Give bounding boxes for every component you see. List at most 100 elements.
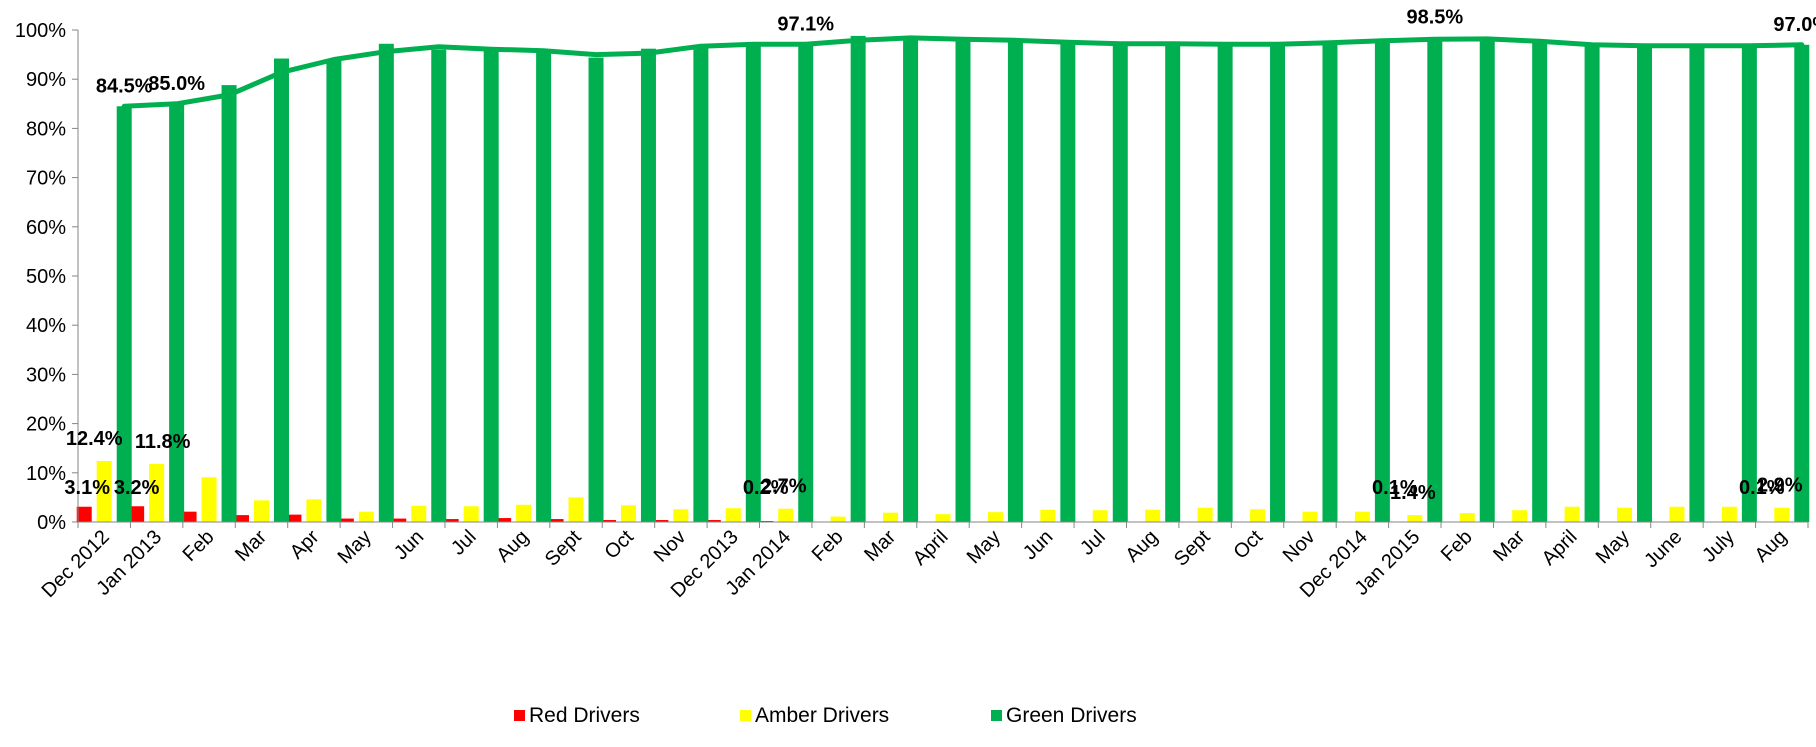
green-bar	[1374, 40, 1390, 522]
red-bar	[129, 506, 145, 522]
green-bar	[1007, 40, 1023, 522]
y-tick-label: 90%	[26, 69, 66, 91]
x-tick-label: Feb	[1437, 526, 1477, 566]
legend-label: Amber Drivers	[755, 704, 889, 727]
green-bar	[903, 39, 919, 523]
green-bar	[378, 43, 394, 522]
x-tick-label: Aug	[492, 526, 533, 567]
amber-bar	[1669, 506, 1685, 522]
x-tick-label: April	[909, 526, 953, 570]
x-tick-label: April	[1538, 526, 1582, 570]
red-bar	[443, 519, 459, 522]
y-tick-label: 30%	[26, 364, 66, 386]
green-bar	[1322, 40, 1338, 522]
green-bar	[588, 57, 604, 522]
green-bar	[1479, 39, 1495, 523]
legend-swatch	[740, 710, 751, 721]
amber-bar	[1354, 511, 1370, 522]
data-label: 98.5%	[1406, 6, 1463, 28]
amber-bar	[620, 505, 636, 522]
y-tick-label: 100%	[15, 20, 66, 42]
x-tick-label: July	[1698, 526, 1739, 567]
amber-bar	[883, 512, 899, 522]
data-label: 84.5%	[96, 75, 153, 97]
green-bar	[693, 44, 709, 522]
axes	[77, 30, 1809, 528]
amber-bar	[568, 497, 584, 522]
amber-bar	[1040, 509, 1056, 522]
amber-bar	[1617, 507, 1633, 522]
green-bar	[1794, 44, 1810, 522]
data-label: 0.1%	[1739, 477, 1785, 499]
green-bar	[798, 44, 814, 522]
y-tick-label: 10%	[26, 463, 66, 485]
x-tick-label: May	[1592, 526, 1634, 568]
x-tick-label: Oct	[1230, 526, 1268, 564]
green-bar	[1112, 42, 1128, 523]
x-tick-label: May	[963, 526, 1005, 568]
x-tick-label: May	[334, 526, 376, 568]
x-tick-label: Mar	[860, 526, 900, 566]
amber-bar	[1092, 510, 1108, 522]
y-tick-label: 70%	[26, 168, 66, 190]
data-label: 97.1%	[777, 13, 834, 35]
x-tick-label: Mar	[1489, 526, 1529, 566]
green-bar	[745, 45, 761, 523]
green-bar	[955, 38, 971, 522]
legend: Red Drivers Amber Drivers Green Drivers	[514, 704, 1137, 727]
data-label: 97.0%	[1773, 14, 1816, 36]
data-label: 2.9%	[1757, 475, 1803, 497]
legend-item-green: Green Drivers	[991, 704, 1137, 727]
amber-bar	[1564, 506, 1580, 522]
x-tick-label: Aug	[1751, 526, 1792, 567]
amber-bar	[1459, 513, 1475, 522]
y-tick-label: 80%	[26, 118, 66, 140]
red-bar	[548, 519, 564, 522]
green-bar	[431, 49, 447, 523]
red-bar	[76, 506, 92, 522]
amber-bar	[463, 506, 479, 522]
amber-bar	[1250, 509, 1266, 522]
y-tick-label: 20%	[26, 414, 66, 436]
green-bar	[850, 35, 866, 523]
green-trend-line-group	[121, 35, 1805, 109]
amber-bar	[673, 509, 689, 522]
green-bar	[1217, 44, 1233, 522]
y-tick-label: 60%	[26, 217, 66, 239]
amber-bar	[1774, 507, 1790, 522]
red-bar	[338, 518, 354, 522]
green-bar	[1637, 44, 1653, 522]
green-bar	[273, 58, 289, 522]
x-tick-label: June	[1640, 526, 1686, 572]
legend-item-red: Red Drivers	[514, 704, 640, 727]
green-bar	[1270, 43, 1286, 523]
red-bar	[600, 520, 616, 522]
data-label: 12.4%	[66, 428, 123, 450]
green-bar	[483, 48, 499, 523]
green-bar	[326, 60, 342, 523]
amber-bar	[253, 500, 269, 522]
legend-label: Green Drivers	[1006, 704, 1137, 727]
y-tick-label: 0%	[37, 512, 66, 534]
amber-bar	[1512, 510, 1528, 522]
amber-bar	[358, 511, 374, 522]
x-tick-label: Jun	[390, 526, 428, 564]
red-bar	[496, 518, 512, 522]
x-tick-label: Sept	[541, 526, 586, 571]
red-bar	[233, 515, 249, 522]
amber-bar	[830, 516, 846, 522]
green-bar	[1741, 45, 1757, 523]
red-bar	[705, 520, 721, 522]
green-trend-line	[121, 35, 1805, 109]
y-axis-ticks: 0% 10% 20% 30% 40% 50% 60% 70% 80% 90% 100%	[15, 20, 78, 534]
x-tick-label: Oct	[600, 526, 638, 564]
amber-bar	[1407, 515, 1423, 522]
data-label: 1.4%	[1390, 482, 1436, 504]
green-bar	[1532, 42, 1548, 523]
data-label: 11.8%	[135, 431, 191, 453]
data-labels: 3.1% 3.2% 12.4% 11.8% 84.5%85.0% 0.2%2.7% 97.1…	[64, 6, 1816, 504]
legend-item-amber: Amber Drivers	[740, 704, 889, 727]
green-bar	[536, 51, 552, 522]
